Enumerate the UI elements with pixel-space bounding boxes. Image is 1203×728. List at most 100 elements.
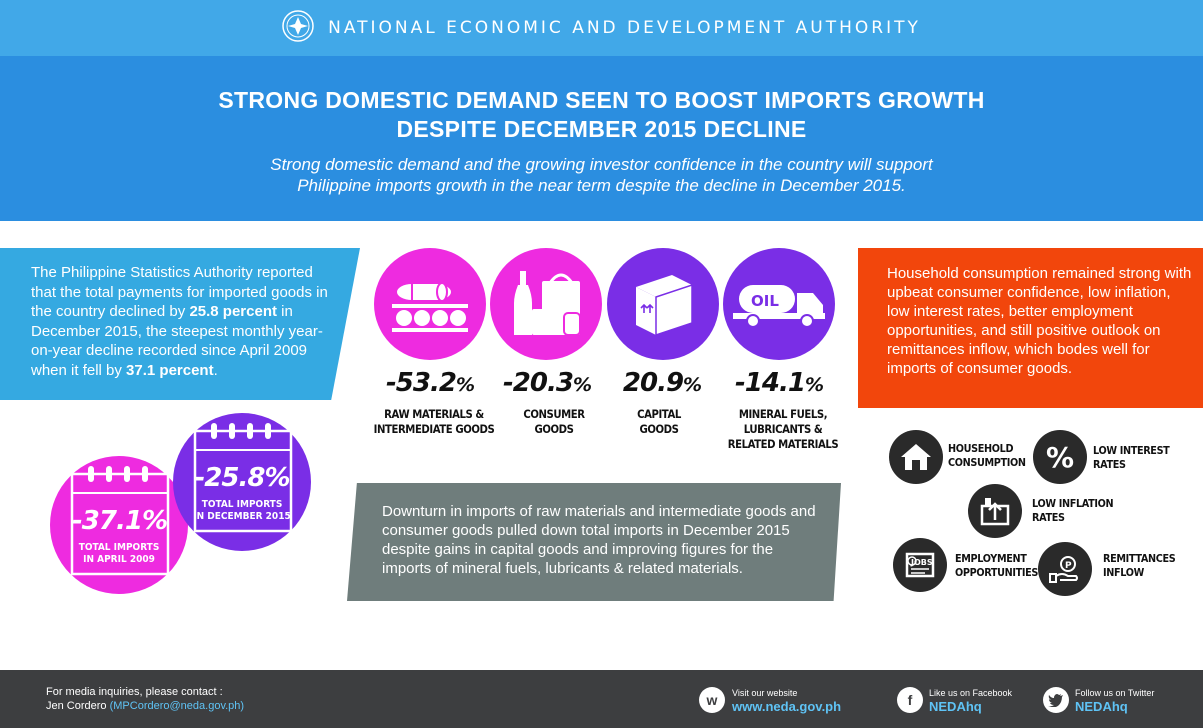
calendar-icon bbox=[70, 466, 170, 576]
calendar-value: -25.8% bbox=[194, 463, 291, 493]
capital-goods-label: CAPITAL GOODS bbox=[610, 407, 709, 437]
svg-text:P: P bbox=[1065, 561, 1072, 571]
factor-label-employment: EMPLOYMENT OPPORTUNITIES bbox=[955, 552, 1038, 580]
facebook-icon[interactable]: f bbox=[897, 687, 923, 713]
factor-label-interest: LOW INTEREST RATES bbox=[1093, 444, 1170, 472]
downturn-summary-text: Downturn in imports of raw materials and… bbox=[382, 503, 816, 577]
value-unit: % bbox=[804, 374, 824, 396]
factor-label-inflation: LOW INFLATION RATES bbox=[1032, 497, 1114, 525]
footer: For media inquiries, please contact : Je… bbox=[0, 670, 1203, 728]
contact-email-link[interactable]: (MPCordero@neda.gov.ph) bbox=[109, 700, 245, 712]
twitter-icon[interactable] bbox=[1043, 687, 1069, 713]
factor-label-remittances: REMITTANCES INFLOW bbox=[1103, 552, 1176, 580]
consumer-goods-label: CONSUMER GOODS bbox=[501, 407, 607, 437]
calendar-april-2009: -37.1% TOTAL IMPORTS IN APRIL 2009 bbox=[50, 456, 188, 594]
headline: STRONG DOMESTIC DEMAND SEEN TO BOOST IMP… bbox=[0, 86, 1203, 144]
capital-goods-value: 20.9% bbox=[606, 368, 718, 398]
value-unit: % bbox=[572, 374, 592, 396]
label-line-1: CONSUMER bbox=[523, 407, 585, 421]
twitter-label: Follow us on Twitter bbox=[1075, 688, 1155, 698]
report-text-c: . bbox=[213, 361, 218, 379]
headline-line-1: STRONG DOMESTIC DEMAND SEEN TO BOOST IMP… bbox=[218, 87, 985, 113]
label-line-2: LUBRICANTS & bbox=[743, 422, 823, 436]
report-text-a: The Philippine Statistics Authority repo… bbox=[31, 264, 328, 320]
factor-label-household: HOUSEHOLD CONSUMPTION bbox=[948, 442, 1026, 470]
downturn-summary-panel: Downturn in imports of raw materials and… bbox=[347, 483, 841, 601]
value-number: -20.3 bbox=[503, 368, 574, 398]
value-number: -14.1 bbox=[735, 368, 806, 398]
factor-line-1: REMITTANCES bbox=[1103, 552, 1176, 565]
label-line-2: GOODS bbox=[639, 422, 679, 436]
value-number: -53.2 bbox=[386, 368, 457, 398]
oil-tanker-truck-icon: OIL bbox=[733, 285, 825, 328]
highlight-25-8: 25.8 percent bbox=[189, 303, 277, 320]
calendar-value: -37.1% bbox=[72, 506, 168, 536]
subheadline-line-1: Strong domestic demand and the growing i… bbox=[270, 155, 933, 174]
subheadline-line-2: Philippine imports growth in the near te… bbox=[297, 176, 906, 195]
household-consumption-text: Household consumption remained strong wi… bbox=[887, 265, 1192, 377]
consumer-goods-value: -20.3% bbox=[492, 368, 602, 398]
subheadline: Strong domestic demand and the growing i… bbox=[0, 154, 1203, 196]
label-line-1: MINERAL FUELS, bbox=[738, 407, 828, 421]
factor-line-2: INFLOW bbox=[1103, 566, 1144, 579]
raw-materials-circle bbox=[374, 248, 486, 360]
raw-materials-value: -53.2% bbox=[370, 368, 490, 398]
mineral-fuels-value: -14.1% bbox=[722, 368, 836, 398]
percent-icon: % bbox=[1033, 430, 1087, 484]
household-consumption-panel: Household consumption remained strong wi… bbox=[858, 248, 1203, 408]
website-link[interactable]: www.neda.gov.ph bbox=[732, 699, 842, 714]
capital-goods-box-icon bbox=[636, 275, 693, 337]
psa-report-panel: The Philippine Statistics Authority repo… bbox=[0, 248, 360, 400]
factor-line-2: RATES bbox=[1032, 511, 1065, 524]
highlight-37-1: 37.1 percent bbox=[126, 361, 214, 379]
consumer-goods-circle bbox=[490, 248, 602, 360]
headline-line-2: DESPITE DECEMBER 2015 DECLINE bbox=[396, 116, 807, 142]
calendar-label-1: TOTAL IMPORTS bbox=[78, 542, 160, 553]
factor-line-1: LOW INFLATION bbox=[1032, 497, 1114, 510]
report-text-b: in December 2015, the steepest monthly y… bbox=[31, 303, 323, 379]
calendar-label-1: TOTAL IMPORTS bbox=[201, 499, 283, 510]
twitter-link[interactable]: NEDAhq bbox=[1075, 699, 1128, 714]
factor-line-2: RATES bbox=[1093, 458, 1126, 471]
inflation-box-icon bbox=[968, 484, 1022, 538]
raw-materials-icon bbox=[392, 282, 468, 332]
capital-goods-circle bbox=[607, 248, 719, 360]
mineral-fuels-label: MINERAL FUELS, LUBRICANTS & RELATED MATE… bbox=[721, 407, 846, 452]
calendar-label-2: IN APRIL 2009 bbox=[83, 554, 155, 565]
media-contact: Jen Cordero (MPCordero@neda.gov.ph) bbox=[46, 700, 244, 712]
factor-line-1: LOW INTEREST bbox=[1093, 444, 1170, 457]
factor-line-2: CONSUMPTION bbox=[948, 456, 1026, 469]
label-line-2: GOODS bbox=[534, 422, 574, 436]
job-ad-icon: JOBS bbox=[893, 538, 947, 592]
top-banner: NATIONAL ECONOMIC AND DEVELOPMENT AUTHOR… bbox=[0, 0, 1203, 56]
organization-name: NATIONAL ECONOMIC AND DEVELOPMENT AUTHOR… bbox=[328, 18, 921, 38]
remittance-hand-icon: P bbox=[1038, 542, 1092, 596]
svg-text:JOBS: JOBS bbox=[910, 558, 933, 567]
value-unit: % bbox=[683, 374, 702, 396]
website-label: Visit our website bbox=[732, 688, 798, 698]
website-icon[interactable]: w bbox=[699, 687, 725, 713]
label-line-3: RELATED MATERIALS bbox=[727, 437, 839, 451]
factor-line-1: HOUSEHOLD bbox=[948, 442, 1014, 455]
raw-materials-label: RAW MATERIALS & INTERMEDIATE GOODS bbox=[371, 407, 498, 437]
calendar-december-2015: -25.8% TOTAL IMPORTS IN DECEMBER 2015 bbox=[173, 413, 311, 551]
contact-name: Jen Cordero bbox=[46, 700, 107, 712]
hero-section: STRONG DOMESTIC DEMAND SEEN TO BOOST IMP… bbox=[0, 56, 1203, 221]
consumer-goods-icon bbox=[514, 271, 581, 336]
label-line-1: RAW MATERIALS & bbox=[384, 407, 484, 421]
calendar-icon bbox=[193, 423, 293, 533]
value-number: 20.9 bbox=[622, 368, 684, 398]
label-line-1: CAPITAL bbox=[637, 407, 681, 421]
mineral-fuels-circle: OIL bbox=[723, 248, 835, 360]
psa-report-text: The Philippine Statistics Authority repo… bbox=[31, 263, 331, 380]
label-line-2: INTERMEDIATE GOODS bbox=[373, 422, 495, 436]
calendar-label-2: IN DECEMBER 2015 bbox=[193, 511, 291, 522]
svg-text:OIL: OIL bbox=[751, 292, 779, 310]
facebook-link[interactable]: NEDAhq bbox=[929, 699, 982, 714]
house-icon bbox=[889, 430, 943, 484]
neda-seal-icon bbox=[282, 9, 314, 47]
facebook-label: Like us on Facebook bbox=[929, 688, 1013, 698]
value-unit: % bbox=[455, 374, 475, 396]
factor-line-2: OPPORTUNITIES bbox=[955, 566, 1039, 579]
media-contact-label: For media inquiries, please contact : bbox=[46, 686, 223, 698]
